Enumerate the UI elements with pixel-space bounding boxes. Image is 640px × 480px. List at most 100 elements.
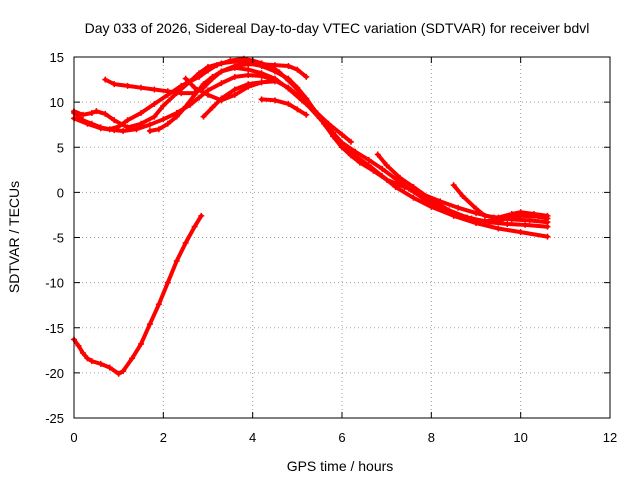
- data-point: [531, 211, 538, 218]
- data-point: [272, 68, 278, 75]
- data-point: [245, 81, 252, 88]
- data-point: [97, 125, 104, 132]
- data-point: [138, 84, 144, 91]
- data-point: [138, 340, 144, 347]
- data-point: [129, 355, 136, 362]
- data-point: [84, 355, 91, 362]
- y-tick-label: -20: [45, 366, 64, 381]
- data-point: [111, 127, 118, 134]
- data-point: [459, 192, 466, 199]
- data-point: [218, 80, 225, 87]
- data-point: [178, 90, 185, 97]
- y-tick-label: 0: [57, 185, 64, 200]
- data-point: [111, 81, 118, 88]
- data-point: [258, 61, 265, 68]
- data-point: [196, 70, 203, 77]
- data-point: [120, 368, 127, 375]
- data-point: [93, 108, 100, 115]
- data-point: [481, 212, 488, 219]
- y-tick-label: 15: [50, 50, 64, 65]
- data-point: [544, 212, 551, 219]
- data-point: [272, 62, 278, 69]
- data-point: [352, 148, 359, 155]
- data-point: [160, 102, 167, 109]
- y-tick-label: -15: [45, 321, 64, 336]
- data-point: [410, 194, 417, 201]
- data-point: [120, 128, 127, 135]
- data-point: [151, 113, 158, 120]
- data-point: [133, 126, 140, 133]
- data-point: [231, 86, 238, 93]
- chart-title: Day 033 of 2026, Sidereal Day-to-day VTE…: [85, 20, 590, 36]
- y-tick-label: 5: [57, 140, 64, 155]
- data-point: [285, 100, 292, 107]
- data-point: [450, 182, 457, 189]
- data-point: [205, 91, 211, 98]
- data-point: [79, 111, 86, 118]
- x-tick-label: 6: [338, 430, 345, 445]
- data-point: [205, 63, 211, 70]
- data-point: [218, 95, 225, 102]
- x-tick-label: 8: [428, 430, 435, 445]
- data-point: [115, 370, 122, 377]
- data-point: [164, 120, 171, 127]
- data-point: [544, 223, 551, 230]
- data-point: [473, 205, 479, 212]
- data-point: [517, 229, 524, 236]
- data-point: [339, 139, 345, 146]
- data-point: [191, 84, 198, 91]
- data-point: [495, 214, 502, 221]
- data-point: [379, 165, 386, 172]
- data-point: [272, 97, 278, 104]
- data-point: [218, 68, 225, 75]
- data-point: [419, 194, 426, 201]
- data-point: [374, 151, 381, 158]
- data-point: [151, 86, 158, 93]
- data-point: [231, 73, 238, 80]
- data-point: [79, 350, 86, 357]
- data-point: [102, 110, 109, 117]
- data-point: [245, 66, 252, 73]
- y-tick-label: -25: [45, 411, 64, 426]
- data-point: [88, 109, 95, 116]
- data-point: [164, 88, 171, 95]
- data-point: [151, 100, 158, 107]
- data-point: [191, 91, 198, 98]
- data-point: [294, 66, 301, 73]
- data-point: [365, 156, 372, 163]
- data-point: [522, 221, 529, 228]
- data-point: [88, 358, 95, 365]
- data-point: [124, 82, 131, 89]
- y-tick-label: -5: [52, 231, 64, 246]
- data-point: [200, 81, 207, 88]
- data-point: [191, 223, 198, 230]
- data-point: [182, 103, 189, 110]
- data-point: [146, 128, 153, 135]
- data-point: [245, 61, 252, 68]
- data-point: [173, 257, 180, 264]
- data-point: [164, 279, 171, 286]
- data-point: [102, 76, 109, 83]
- data-point: [231, 64, 238, 71]
- data-point: [155, 126, 162, 133]
- y-tick-label: 10: [50, 95, 64, 110]
- data-point: [446, 207, 453, 214]
- data-point: [209, 104, 216, 111]
- data-point: [508, 211, 515, 218]
- data-point: [504, 220, 511, 227]
- data-point: [464, 214, 471, 221]
- data-point: [200, 113, 207, 120]
- x-tick-label: 12: [603, 430, 617, 445]
- data-point: [517, 209, 524, 216]
- axis-ticks: 0 2 4 6 8 10 12 15 10 5 0 -5 -10 -15 -20 -25: [45, 50, 617, 445]
- data-point: [138, 109, 144, 116]
- data-point: [146, 321, 153, 328]
- data-point: [330, 129, 337, 136]
- data-point: [160, 116, 167, 123]
- data-point: [106, 364, 113, 371]
- data-point: [198, 212, 205, 219]
- data-point: [258, 70, 265, 77]
- data-point: [392, 175, 399, 182]
